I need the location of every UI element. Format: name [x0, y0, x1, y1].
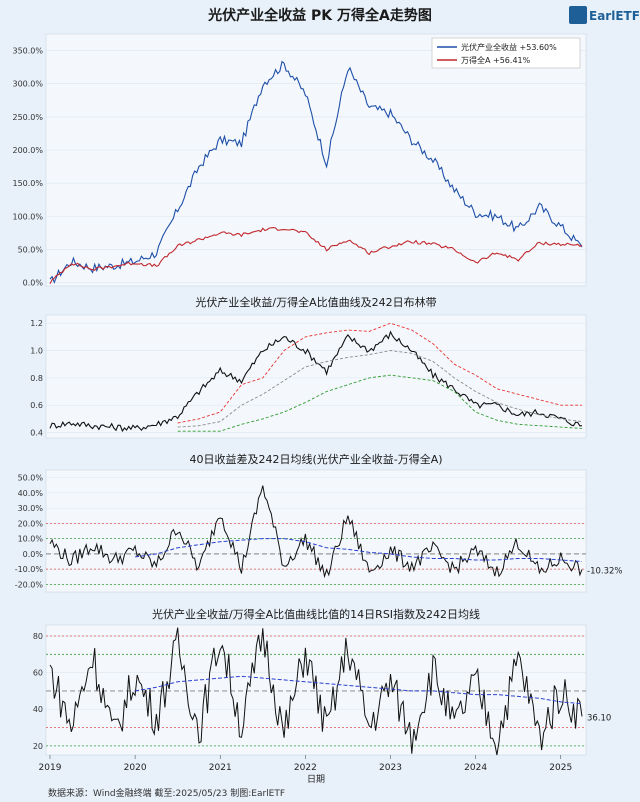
- plot-area: [45, 314, 587, 439]
- x-tick-label: 2020: [124, 763, 147, 773]
- y-tick-label: 0.6: [30, 401, 43, 410]
- panel-2: 光伏产业全收益/万得全A比值曲线及242日布林带 0.4 0.6 0.8 1.0 1.2: [30, 295, 587, 439]
- x-tick-label: 2024: [464, 763, 487, 773]
- x-tick-label: 2022: [294, 763, 317, 773]
- y-tick-label: 60: [33, 669, 43, 678]
- x-tick-label: 2025: [549, 763, 572, 773]
- plot-area: [45, 33, 587, 287]
- y-tick-label: 10.0%: [18, 535, 44, 544]
- series-line-ratio: [49, 330, 583, 433]
- y-tick-label: 150.0%: [12, 179, 43, 188]
- panel-3: 40日收益差及242日均线(光伏产业全收益-万得全A) -20.0% -10.0% 0…: [15, 452, 622, 593]
- y-tick-label: 200.0%: [12, 146, 43, 155]
- x-tick-label: 2021: [209, 763, 232, 773]
- y-tick-label: 20: [33, 742, 43, 751]
- legend-entry: 万得全A +56.41%: [461, 55, 531, 65]
- y-tick-label: 350.0%: [12, 47, 43, 56]
- series-line-ma242: [135, 538, 583, 562]
- y-tick-label: 50.0%: [18, 246, 44, 255]
- y-tick-label: 30.0%: [18, 504, 44, 513]
- plot-area: [45, 624, 587, 756]
- y-tick-label: 0.0%: [23, 550, 44, 559]
- chart-title: 光伏产业全收益 PK 万得全A走势图: [207, 7, 432, 24]
- y-tick-label: 20.0%: [18, 519, 44, 528]
- series-line-middle: [177, 350, 583, 428]
- y-tick-label: 0.8: [30, 374, 43, 383]
- series-line-光伏产业全收益: [49, 60, 583, 284]
- y-tick-label: 0.0%: [23, 279, 44, 288]
- legend-box: [431, 37, 581, 69]
- y-tick-label: 1.0: [30, 347, 43, 356]
- x-tick-label: 2023: [379, 763, 402, 773]
- y-tick-label: -10.0%: [15, 565, 44, 574]
- y-tick-label: 40: [33, 705, 43, 714]
- series-line-upper: [177, 322, 582, 424]
- series-line-ma242: [135, 675, 583, 705]
- y-tick-label: 100.0%: [12, 212, 43, 221]
- panel-4: 光伏产业全收益/万得全A比值曲线比值的14日RSI指数及242日均线 20 40 60…: [33, 607, 611, 756]
- brand-name: EarlETF: [589, 9, 640, 23]
- y-tick-label: -20.0%: [15, 580, 44, 589]
- y-tick-label: 0.4: [30, 429, 43, 438]
- y-tick-label: 40.0%: [18, 489, 44, 498]
- panel-1: 0.0% 50.0% 100.0% 150.0% 200.0% 250.0% 300.0% 3…: [12, 33, 587, 288]
- y-tick-label: 300.0%: [12, 80, 43, 89]
- series-line-万得全A: [49, 227, 583, 285]
- x-axis-label: 日期: [307, 774, 325, 785]
- panel-title: 40日收益差及242日均线(光伏产业全收益-万得全A): [189, 452, 442, 466]
- last-value-label: -10.32%: [587, 567, 622, 577]
- last-value-label: 36.10: [587, 713, 611, 723]
- plot-area: [45, 469, 587, 593]
- series-line-lower: [177, 374, 583, 432]
- source-note: 数据来源：Wind金融终端 截至:2025/05/23 制图:EarlETF: [48, 787, 285, 799]
- panel-title: 光伏产业全收益/万得全A比值曲线及242日布林带: [195, 295, 436, 309]
- y-tick-label: 250.0%: [12, 113, 43, 122]
- y-tick-label: 1.2: [30, 319, 43, 328]
- y-tick-label: 50.0%: [18, 474, 44, 483]
- x-tick-label: 2019: [39, 763, 62, 773]
- panel-title: 光伏产业全收益/万得全A比值曲线比值的14日RSI指数及242日均线: [152, 607, 480, 621]
- brand-logo: EarlETF: [569, 6, 640, 24]
- series-line-rsi: [49, 627, 583, 756]
- x-axis: 2019 2020 2021 2022 2023 2024 2025: [39, 755, 572, 773]
- y-tick-label: 80: [33, 632, 43, 641]
- legend-entry: 光伏产业全收益 +53.60%: [461, 42, 557, 52]
- brand-logo-icon: [569, 6, 587, 24]
- series-line-diff: [49, 485, 583, 579]
